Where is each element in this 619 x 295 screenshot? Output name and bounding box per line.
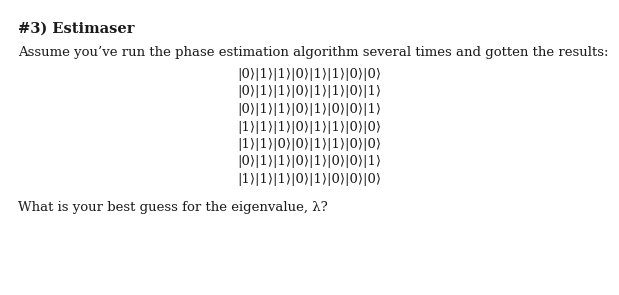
Text: |0⟩|1⟩|1⟩|0⟩|1⟩|1⟩|0⟩|1⟩: |0⟩|1⟩|1⟩|0⟩|1⟩|1⟩|0⟩|1⟩ [238,86,381,99]
Text: |0⟩|1⟩|1⟩|0⟩|1⟩|1⟩|0⟩|0⟩: |0⟩|1⟩|1⟩|0⟩|1⟩|1⟩|0⟩|0⟩ [238,68,381,81]
Text: #3) Estimaser: #3) Estimaser [18,22,134,36]
Text: What is your best guess for the eigenvalue, λ?: What is your best guess for the eigenval… [18,201,327,214]
Text: |0⟩|1⟩|1⟩|0⟩|1⟩|0⟩|0⟩|1⟩: |0⟩|1⟩|1⟩|0⟩|1⟩|0⟩|0⟩|1⟩ [238,155,381,168]
Text: |1⟩|1⟩|0⟩|0⟩|1⟩|1⟩|0⟩|0⟩: |1⟩|1⟩|0⟩|0⟩|1⟩|1⟩|0⟩|0⟩ [238,138,381,151]
Text: |1⟩|1⟩|1⟩|0⟩|1⟩|0⟩|0⟩|0⟩: |1⟩|1⟩|1⟩|0⟩|1⟩|0⟩|0⟩|0⟩ [238,173,381,186]
Text: |0⟩|1⟩|1⟩|0⟩|1⟩|0⟩|0⟩|1⟩: |0⟩|1⟩|1⟩|0⟩|1⟩|0⟩|0⟩|1⟩ [238,103,381,116]
Text: |1⟩|1⟩|1⟩|0⟩|1⟩|1⟩|0⟩|0⟩: |1⟩|1⟩|1⟩|0⟩|1⟩|1⟩|0⟩|0⟩ [238,120,381,134]
Text: Assume you’ve run the phase estimation algorithm several times and gotten the re: Assume you’ve run the phase estimation a… [18,46,608,59]
